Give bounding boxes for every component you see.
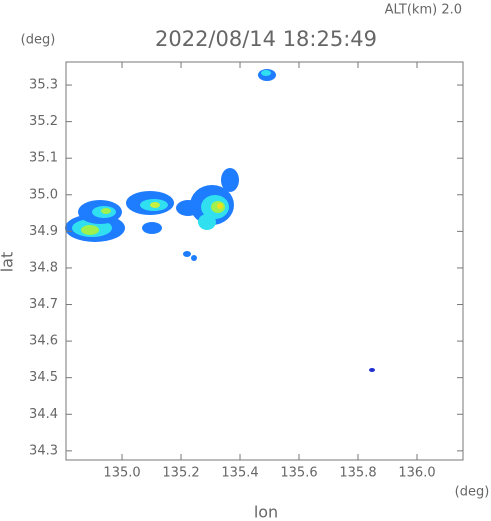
x-axis-label: lon (254, 503, 278, 521)
y-tick-label: 35.2 (29, 114, 58, 129)
y-tick-label: 35.0 (29, 187, 58, 202)
y-axis-label: lat (0, 252, 17, 273)
altitude: ALT(km) 2.0 (385, 3, 462, 18)
plot-frame (65, 61, 464, 461)
y-tick-label: 34.6 (29, 334, 58, 349)
chart-title: 2022/08/14 18:25:49 (155, 27, 377, 51)
x-tick-label: 136.0 (398, 466, 435, 481)
x-tick-label: 135.0 (103, 466, 140, 481)
radar-echoes (65, 69, 375, 372)
x-tick-label: 135.6 (280, 466, 317, 481)
y-tick-label: 34.5 (29, 370, 58, 385)
y-tick-label: 34.9 (29, 224, 58, 239)
x-tick-label: 135.8 (339, 466, 376, 481)
y-tick-label: 34.4 (29, 407, 58, 422)
y-tick-label: 34.8 (29, 260, 58, 275)
y-tick-label: 35.1 (29, 151, 58, 166)
y-unit: (deg) (21, 33, 56, 48)
x-tick-label: 135.4 (221, 466, 258, 481)
y-tick-label: 34.7 (29, 297, 58, 312)
x-unit: (deg) (455, 485, 490, 500)
y-tick-label: 35.3 (29, 78, 58, 93)
y-tick-label: 34.3 (29, 443, 58, 458)
x-tick-label: 135.2 (162, 466, 199, 481)
